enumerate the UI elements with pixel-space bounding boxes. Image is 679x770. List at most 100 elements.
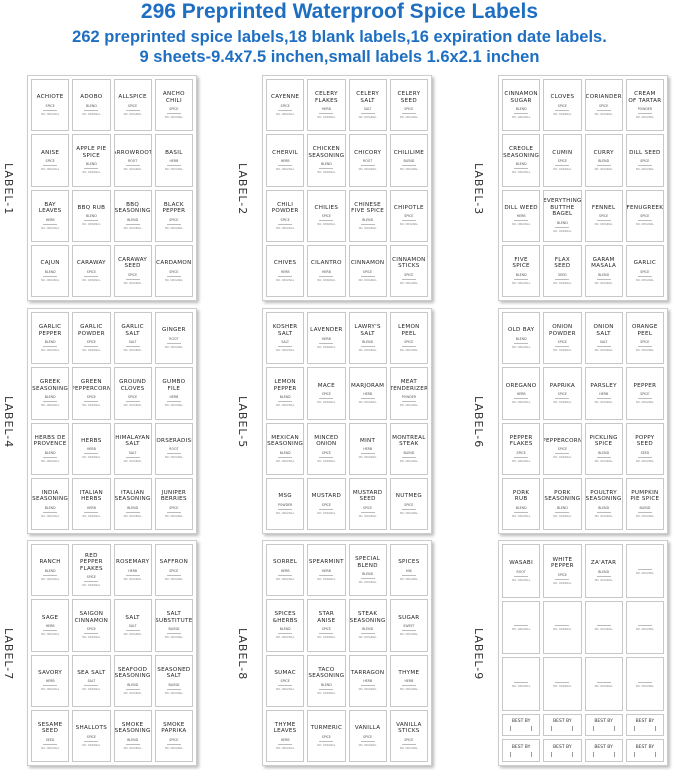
label-footer: NO. ORIGINAL [399,459,418,463]
label-footer: NO. ORIGINAL [164,577,183,581]
label-name: JUNIPER BERRIES [160,489,187,503]
label-name: SMOKE SEASONING [114,721,151,735]
label-type: BLEND [362,217,374,222]
label-type: SPICE [404,107,414,112]
label-divider [596,165,611,167]
label-type: BLEND [556,505,568,510]
label-divider [555,511,570,513]
spice-label: VANILLA STICKS SPICE NO. ORIGINAL [389,709,428,762]
label-type: BLEND [598,159,610,164]
blank-label: NO. ORIGINAL [543,657,582,711]
label-footer: NO. ORIGINAL [512,171,531,175]
spice-label: CELERY SEED SPICE NO. ORIGINAL [389,79,428,132]
label-name: BAY LEAVES [38,201,62,215]
label-type: SPICE [128,272,138,277]
subtitle-sizes: 9 sheets-9.4x7.5 inchen,small labels 1.6… [139,48,540,66]
spice-label: CILANTRO HERB NO. ORIGINAL [307,244,346,297]
label-footer: NO. ORIGINAL [594,223,613,227]
best-by-text: BEST BY [635,744,655,750]
label-type: SPICE [557,447,567,452]
label-divider [514,278,529,280]
date-field [510,726,533,732]
label-footer: NO. ORIGINAL [358,636,377,640]
label-divider [319,508,334,510]
label-type: BLEND [403,159,415,164]
label-divider [125,511,140,513]
label-divider [401,220,416,222]
label-type: SPICE [280,103,290,108]
label-type: BLEND [127,682,139,687]
label-name: SEA SALT [77,669,106,676]
spice-label: CORIANDER SPICE NO. ORIGINAL [584,79,623,132]
label-divider [555,278,570,280]
spice-label: ADOBO BLEND NO. ORIGINAL [72,79,111,132]
label-name: LEMON PEPPER [273,379,297,392]
label-divider [84,401,99,403]
label-name: POULTRY SEASONING [585,489,622,503]
label-name: SPEARMINT [308,559,344,566]
label-name: ARROWROOT [113,149,152,156]
label-divider [555,453,570,455]
label-footer: NO. ORIGINAL [276,636,295,640]
spice-label: TACO SEASONING BLEND NO. ORIGINAL [307,654,346,707]
label-name: MUSTARD SEED [352,489,383,503]
spice-label: BAY LEAVES HERB NO. ORIGINAL [31,189,70,242]
label-name: VANILLA [354,725,381,732]
spice-label: GUMBO FILE HERB NO. ORIGINAL [154,367,193,420]
label-name: FENUGREEK [626,204,664,211]
label-divider [360,113,375,115]
label-divider [125,401,140,403]
label-footer: NO. ORIGINAL [399,223,418,227]
label-name: BBQ RUB [77,204,106,211]
best-by-label: BEST BY [584,713,623,737]
label-footer: NO. ORIGINAL [358,278,377,282]
spice-label: THYME HERB NO. ORIGINAL [389,654,428,707]
label-footer: NO. ORIGINAL [276,404,295,408]
label-type: BLEND [44,568,56,573]
label-divider [43,574,58,576]
label-name: SAVORY [38,669,63,676]
label-footer: NO. ORIGINAL [594,459,613,463]
spice-label: GREEK SEASONING BLEND NO. ORIGINAL [31,367,70,420]
label-name: CARDAMON [156,260,192,267]
spice-label: STAR ANISE SPICE NO. ORIGINAL [307,599,346,652]
spice-label: MUSTARD SPICE NO. ORIGINAL [307,477,346,530]
sheet-label: LABEL-2 [236,163,249,216]
label-divider [637,625,652,627]
label-divider [637,682,652,684]
label-divider [84,740,99,742]
label-type: SPICE [321,214,331,219]
label-type: SALT [281,340,289,345]
spice-label: VANILLA SPICE NO. ORIGINAL [348,709,387,762]
label-type: BLEND [598,272,610,277]
label-type: BLEND [320,682,332,687]
label-divider [43,630,58,632]
label-footer: NO. ORIGINAL [512,401,531,405]
spice-label: WHITE PEPPER SPICE NO. ORIGINAL [543,544,582,598]
label-type: SPICE [640,340,650,345]
label-name: MACE [317,382,335,389]
label-divider [514,625,529,627]
label-divider [278,743,293,745]
spice-label: CHILI POWDER SPICE NO. ORIGINAL [266,189,305,242]
label-footer: NO. ORIGINAL [635,571,654,575]
best-by-text: BEST BY [635,719,655,725]
label-name: WASABI [509,560,534,567]
label-divider [125,346,140,348]
label-footer: NO. ORIGINAL [276,349,295,353]
label-name: EVERYTHING BUTTHE BAGEL [543,198,582,218]
label-name: ITALIAN HERBS [79,489,104,503]
blank-label: NO. ORIGINAL [584,600,623,655]
label-name: LEMON PEEL [398,324,420,337]
label-type: BLEND [127,217,139,222]
spice-label: ROSEMARY HERB NO. ORIGINAL [113,544,152,597]
spice-label: HIMALAYAN SALT SALT NO. ORIGINAL [113,422,152,475]
label-footer: NO. ORIGINAL [123,746,142,750]
label-name: MONTREAL STEAK [392,434,426,448]
date-field [510,751,533,757]
label-divider [637,511,652,513]
label-divider [514,113,529,115]
spice-label: STEAK SEASONING BLEND NO. ORIGINAL [348,599,387,652]
label-footer: NO. ORIGINAL [635,401,654,405]
label-footer: NO. ORIGINAL [123,226,142,230]
